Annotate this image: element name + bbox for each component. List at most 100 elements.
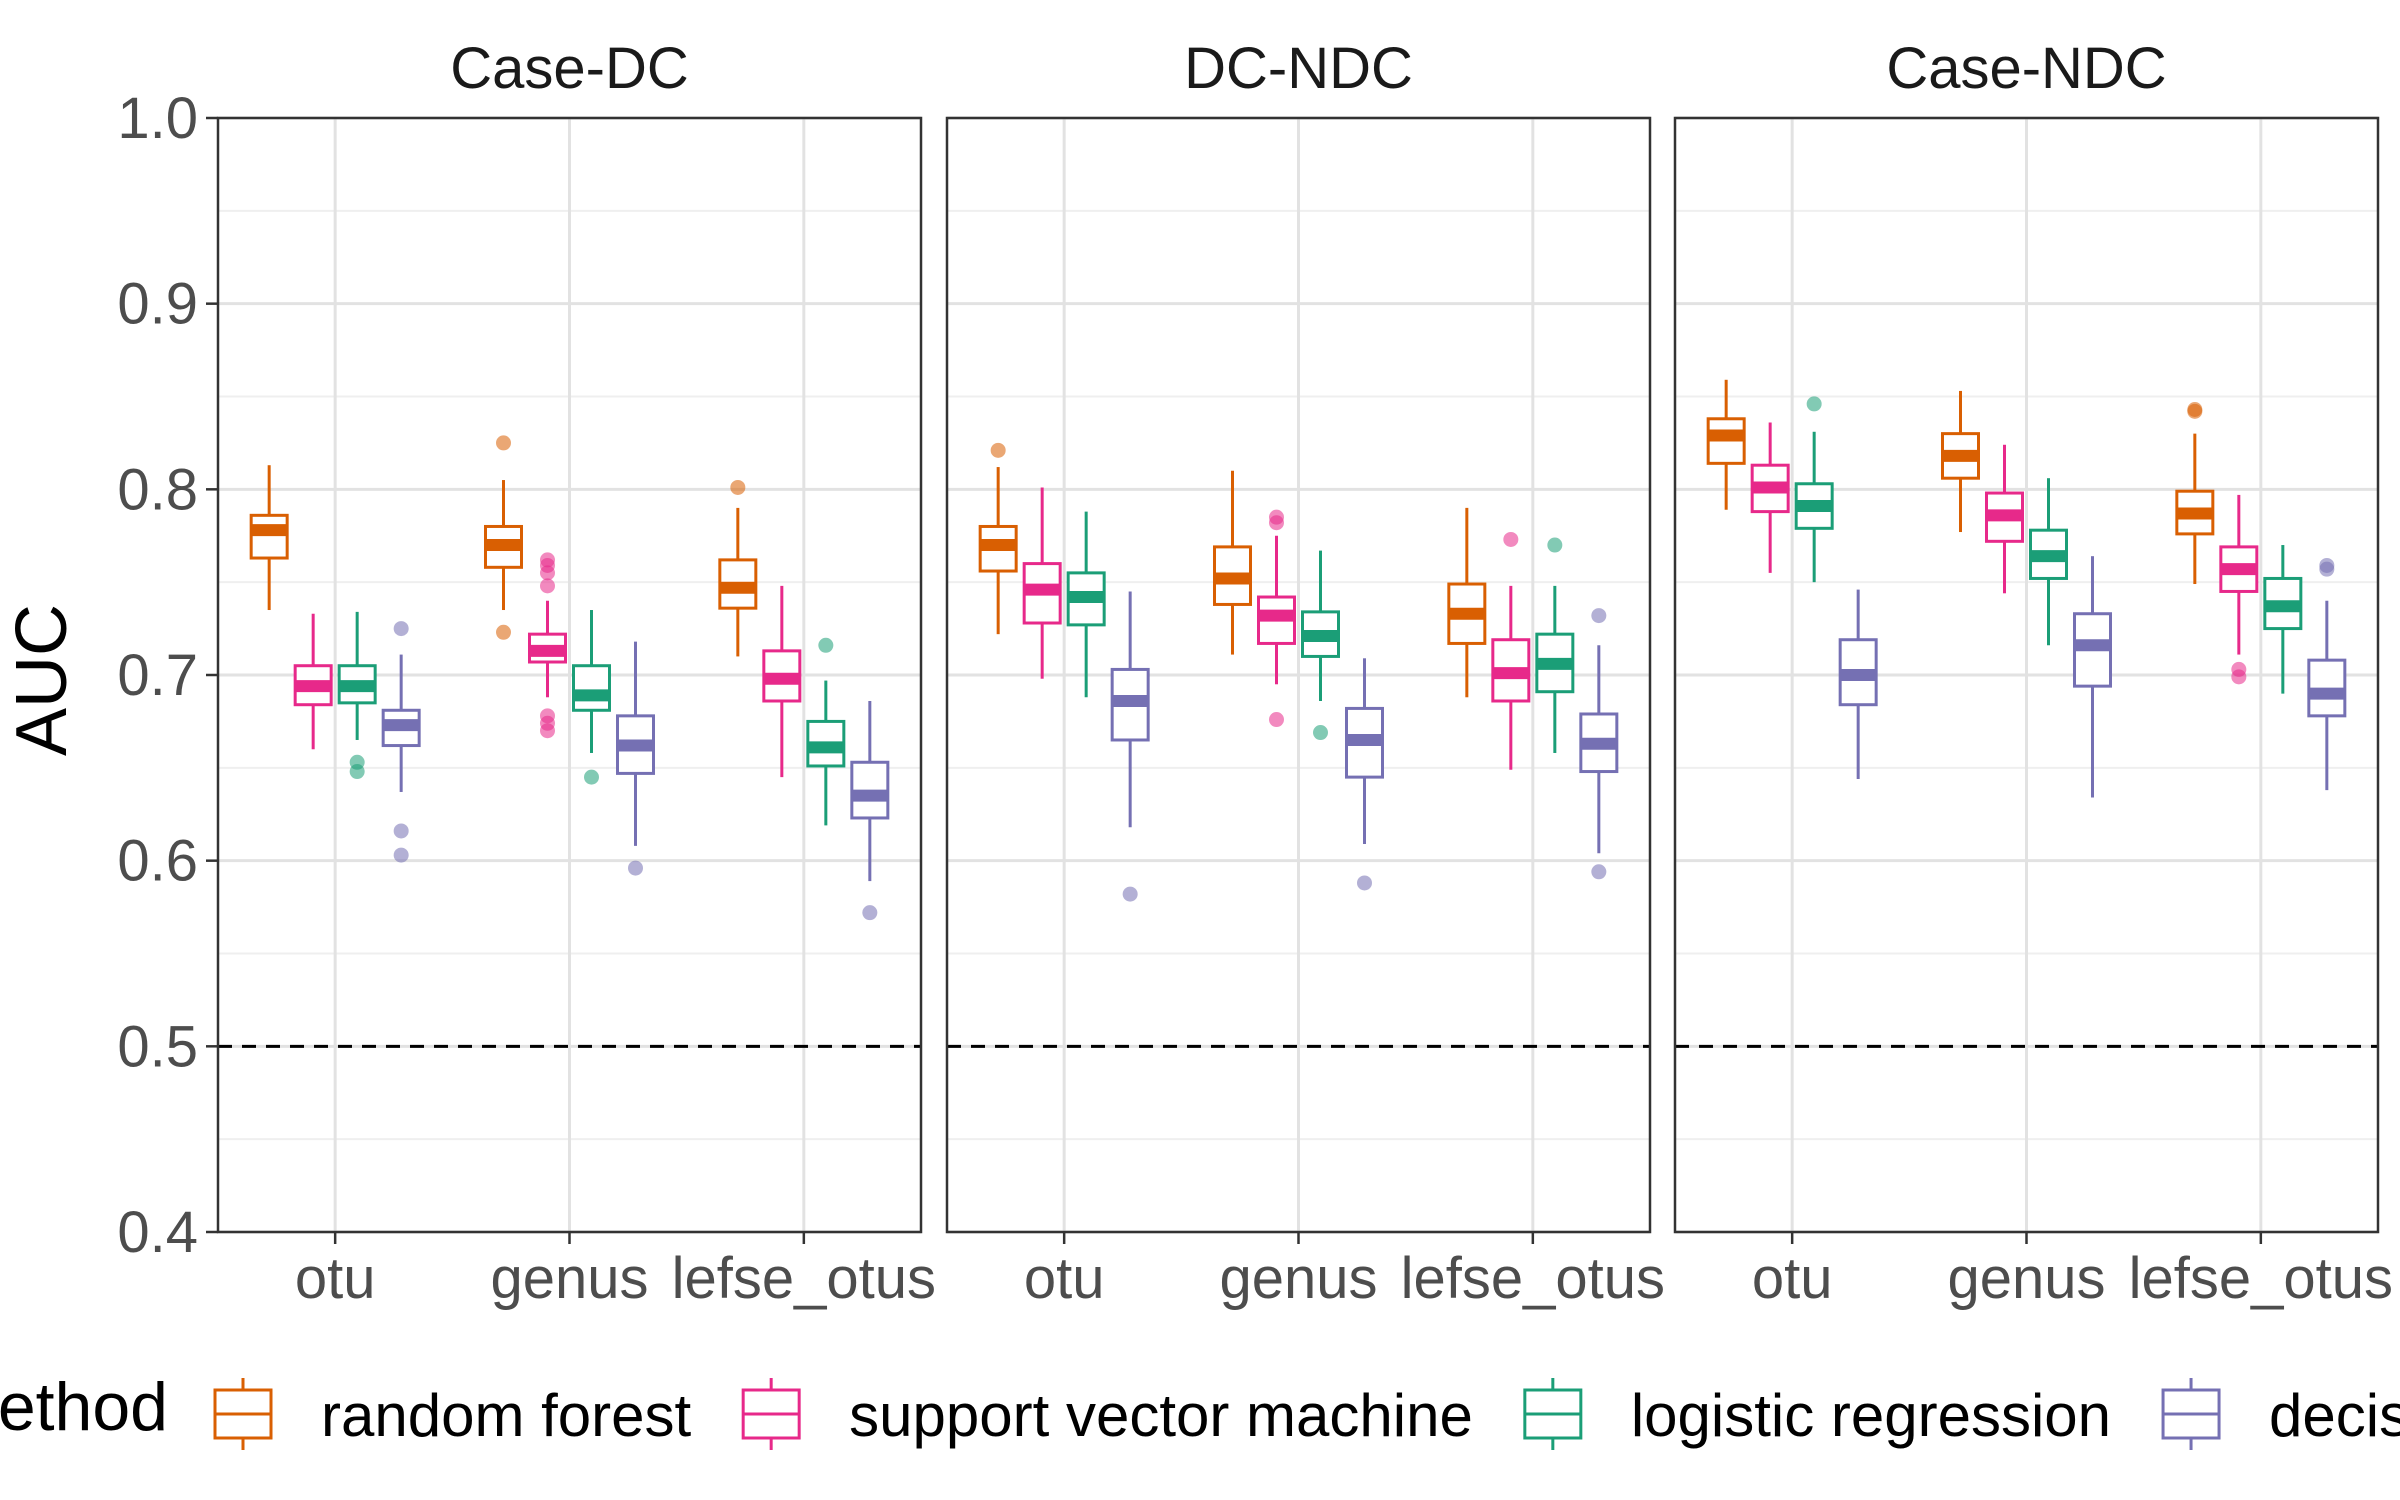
box-decision-tree <box>1345 658 1384 891</box>
facet-panel: DC-NDC otu genus lefse_otus <box>945 36 1665 1311</box>
box-random-forest <box>1941 390 1980 533</box>
box-logistic-regression <box>337 611 377 780</box>
legend-label: random forest <box>321 1382 691 1449</box>
outlier-point <box>393 847 409 863</box>
y-tick-label: 0.9 <box>117 272 198 337</box>
outlier-point <box>1547 537 1563 553</box>
y-tick-label: 0.8 <box>117 457 198 522</box>
box-random-forest <box>1213 470 1252 655</box>
outlier-point <box>1313 725 1328 741</box>
facet-panel: Case-DC otu genus lefse_otus <box>216 36 936 1311</box>
outlier-point <box>1269 515 1284 531</box>
legend-label: support vector machine <box>849 1382 1473 1449</box>
box-random-forest <box>978 442 1018 635</box>
facet-title: DC-NDC <box>1184 36 1413 101</box>
outlier-point <box>2231 669 2247 685</box>
box-logistic-regression <box>2263 545 2303 694</box>
box-logistic-regression <box>1301 550 1340 741</box>
box-decision-tree <box>2307 557 2347 791</box>
x-tick-label: otu <box>295 1246 376 1311</box>
outlier-point <box>2187 403 2203 419</box>
box-support-vector-machine <box>528 552 567 739</box>
outlier-point <box>1591 608 1607 624</box>
box-support-vector-machine <box>293 613 333 750</box>
outlier-point <box>628 860 643 876</box>
outlier-point <box>393 823 409 839</box>
box-random-forest <box>718 479 758 657</box>
outlier-point <box>540 565 555 581</box>
outlier-point <box>349 764 365 780</box>
y-tick-label: 0.5 <box>117 1014 198 1079</box>
outlier-point <box>1357 875 1372 891</box>
box-support-vector-machine <box>2219 494 2259 685</box>
outlier-point <box>2319 561 2335 577</box>
y-axis-title: AUC <box>2 604 82 756</box>
x-tick-label: genus <box>1947 1246 2105 1311</box>
box-iqr <box>249 513 289 560</box>
x-tick-label: lefse_otus <box>2129 1246 2393 1311</box>
outlier-point <box>393 621 409 637</box>
legend: method random forest support vector machi… <box>0 1369 2400 1450</box>
y-tick-label: 1.0 <box>117 86 198 151</box>
box-logistic-regression <box>2029 478 2068 646</box>
x-tick-label: genus <box>490 1246 648 1311</box>
box-random-forest <box>1706 379 1746 510</box>
outlier-point <box>496 624 511 640</box>
x-tick-label: lefse_otus <box>1401 1246 1665 1311</box>
box-support-vector-machine <box>762 585 802 778</box>
outlier-point <box>1269 712 1284 728</box>
x-tick-label: otu <box>1752 1246 1833 1311</box>
box-logistic-regression <box>1066 511 1106 698</box>
x-tick-label: lefse_otus <box>672 1246 936 1311</box>
facet-title: Case-DC <box>450 36 689 101</box>
outlier-point <box>1503 531 1519 547</box>
box-support-vector-machine <box>1985 444 2024 594</box>
box-decision-tree <box>850 700 890 921</box>
box-decision-tree <box>1838 589 1878 779</box>
box-decision-tree <box>381 621 421 863</box>
outlier-point <box>1806 396 1822 412</box>
outlier-point <box>496 435 511 451</box>
y-tick-label: 0.4 <box>117 1200 198 1265</box>
legend-entry: logistic regression <box>1523 1378 2111 1450</box>
box-decision-tree <box>2073 556 2112 798</box>
box-logistic-regression <box>1535 537 1575 753</box>
box-random-forest <box>484 435 523 640</box>
box-random-forest <box>2175 401 2215 585</box>
outlier-point <box>1122 886 1138 902</box>
outlier-point <box>818 637 834 653</box>
legend-label: decision tree <box>2269 1382 2400 1449</box>
box-decision-tree <box>616 641 655 876</box>
legend-label: logistic regression <box>1631 1382 2111 1449</box>
box-random-forest <box>1447 507 1487 698</box>
box-logistic-regression <box>1794 396 1834 583</box>
outlier-point <box>730 479 746 495</box>
box-logistic-regression <box>806 637 846 826</box>
legend-title: method <box>0 1369 168 1445</box>
outlier-point <box>862 905 878 921</box>
outlier-point <box>540 723 555 739</box>
outlier-point <box>540 578 555 594</box>
legend-entry: decision tree <box>2161 1378 2400 1450</box>
box-decision-tree <box>1579 608 1619 880</box>
box-logistic-regression <box>572 610 611 785</box>
box-iqr <box>572 664 611 712</box>
box-random-forest <box>249 465 289 611</box>
box-support-vector-machine <box>1491 531 1531 770</box>
facet-panel: Case-NDC otu genus lefse_otus <box>1673 36 2393 1311</box>
outlier-point <box>990 442 1006 458</box>
y-tick-label: 0.7 <box>117 643 198 708</box>
box-support-vector-machine <box>1022 487 1062 679</box>
legend-entry: support vector machine <box>741 1378 1473 1450</box>
facet-title: Case-NDC <box>1886 36 2166 101</box>
outlier-point <box>584 769 599 785</box>
legend-entry: random forest <box>213 1378 691 1450</box>
box-support-vector-machine <box>1750 422 1790 573</box>
y-tick-label: 0.6 <box>117 829 198 894</box>
x-tick-label: otu <box>1024 1246 1105 1311</box>
box-decision-tree <box>1110 591 1150 902</box>
box-support-vector-machine <box>1257 509 1296 728</box>
outlier-point <box>1591 864 1607 880</box>
